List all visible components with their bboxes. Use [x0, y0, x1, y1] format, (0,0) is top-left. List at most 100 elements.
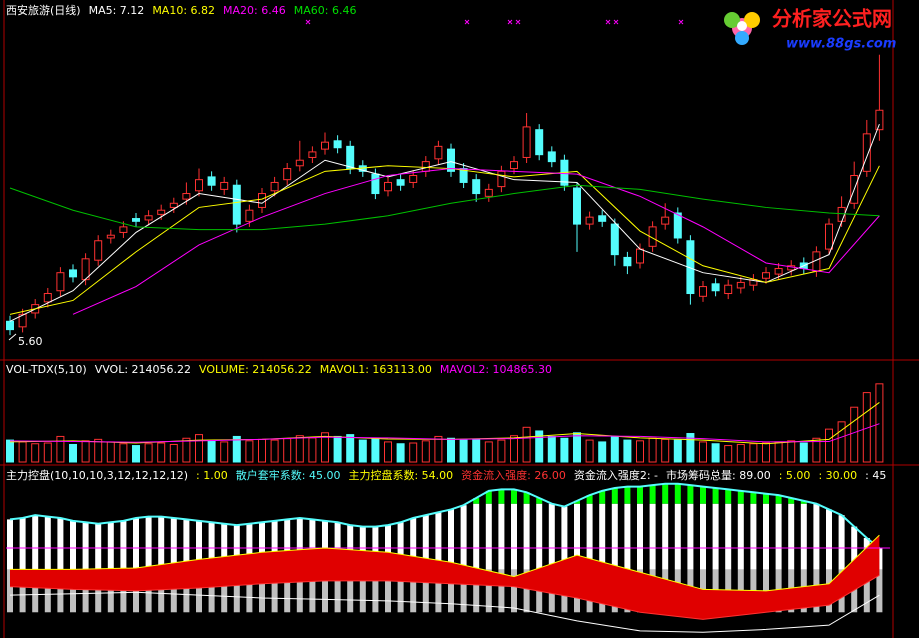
base-bar — [57, 569, 64, 613]
retail-bar — [309, 519, 316, 570]
volume-bar — [94, 438, 103, 463]
candle-body — [598, 215, 607, 222]
header-value: 资金流入强度: 26.00 — [461, 468, 566, 482]
volume-bar — [371, 437, 380, 463]
volume-bar — [497, 439, 506, 463]
candle-body — [547, 151, 556, 163]
base-bar — [145, 569, 152, 613]
base-bar — [359, 569, 366, 613]
retail-bar — [133, 518, 139, 570]
retail-bar — [700, 503, 706, 570]
header-value: 散户套牢系数: 45.00 — [236, 468, 341, 482]
candle-body — [245, 209, 254, 222]
volume-bar — [573, 432, 581, 463]
header-value: : 30.00 — [818, 469, 857, 482]
retail-bar — [82, 522, 89, 570]
base-bar — [397, 569, 404, 613]
candle-body — [875, 109, 884, 131]
volume-bar — [358, 439, 367, 463]
volume-bar — [396, 443, 405, 463]
volume-bar — [81, 440, 90, 463]
retail-bar — [410, 518, 417, 570]
volume-bar — [421, 440, 430, 463]
retail-bar — [435, 512, 442, 570]
candle-body — [472, 179, 481, 195]
candle-body — [774, 268, 783, 275]
candle-body — [409, 175, 418, 183]
volume-bar — [850, 406, 859, 463]
candle-body — [270, 181, 279, 192]
retail-bar — [649, 503, 656, 570]
volume-bar — [522, 426, 531, 463]
volume-bar — [43, 442, 52, 463]
candle-body — [106, 234, 115, 239]
base-bar — [410, 569, 417, 613]
strong-bar — [611, 488, 618, 504]
base-bar — [523, 569, 530, 613]
retail-bar — [196, 520, 202, 570]
retail-bar — [826, 509, 832, 570]
retail-bar — [170, 518, 177, 570]
candle-body — [636, 248, 644, 264]
ma-line — [9, 184, 880, 231]
retail-bar — [637, 503, 643, 570]
candle-body — [43, 293, 52, 303]
strong-bar — [662, 483, 669, 504]
volume-bar — [283, 438, 292, 463]
candle-body — [434, 145, 443, 160]
retail-bar — [788, 503, 795, 570]
candle-body — [862, 133, 871, 172]
retail-bar — [284, 519, 291, 570]
volume-bar — [207, 439, 216, 463]
volume-bar — [106, 441, 115, 463]
candle-body — [283, 168, 292, 181]
base-bar — [498, 569, 505, 613]
header-value: MA60: 6.46 — [294, 4, 357, 17]
candle-body — [396, 179, 405, 186]
strong-bar — [574, 500, 580, 504]
base-bar — [876, 569, 883, 613]
candle-body — [18, 313, 27, 328]
volume-bar — [220, 441, 229, 463]
retail-bar — [221, 523, 228, 570]
base-bar — [170, 569, 177, 613]
strong-bar — [687, 485, 694, 504]
candle-body — [182, 193, 191, 200]
strong-bar — [737, 490, 744, 504]
base-bar — [485, 569, 492, 613]
signal-marks — [305, 19, 684, 25]
volume-bar — [182, 437, 191, 463]
retail-bar — [624, 503, 631, 570]
strong-bar — [800, 500, 807, 504]
candle-body — [447, 148, 455, 172]
retail-bar — [145, 516, 152, 570]
retail-bar — [271, 520, 278, 570]
retail-bar — [611, 503, 618, 570]
candle-body — [119, 226, 128, 233]
ma-line — [72, 168, 880, 315]
retail-bar — [498, 503, 505, 570]
volume-bar — [673, 439, 682, 463]
header-value: VOLUME: 214056.22 — [199, 363, 312, 376]
volume-bar — [535, 430, 544, 463]
candle-body — [661, 216, 670, 225]
volume-bar — [69, 443, 77, 463]
retail-bar — [233, 525, 240, 570]
retail-bar — [183, 519, 190, 570]
base-bar — [511, 569, 517, 613]
volume-bar — [837, 421, 846, 463]
volume-bar — [333, 435, 342, 463]
candle-body — [371, 173, 380, 195]
volume-bar — [409, 442, 418, 463]
retail-bar — [107, 522, 114, 570]
strong-bar — [586, 495, 593, 504]
volume-bar — [749, 443, 758, 463]
base-bar — [296, 569, 303, 613]
base-bar — [460, 569, 467, 613]
volume-bar — [195, 434, 203, 463]
volume-bar — [774, 441, 783, 463]
volume-bar — [447, 437, 455, 463]
retail-bar — [800, 503, 807, 570]
indicator-line — [9, 574, 880, 620]
base-bar — [32, 569, 39, 613]
